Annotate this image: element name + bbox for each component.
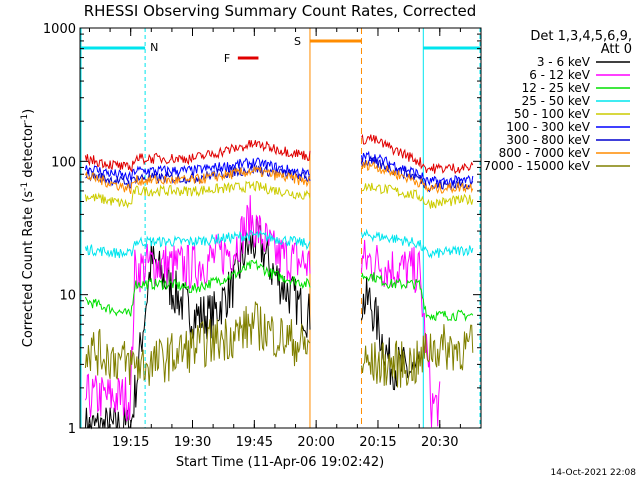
legend-label: 50 - 100 keV bbox=[514, 107, 591, 121]
series-line bbox=[361, 182, 474, 209]
x-axis-label: Start Time (11-Apr-06 19:02:42) bbox=[176, 455, 384, 470]
legend-label: 300 - 800 keV bbox=[506, 133, 590, 147]
series-line bbox=[361, 150, 474, 187]
legend-header-1: Det 1,3,4,5,6,9, bbox=[530, 29, 632, 44]
y-tick-label: 100 bbox=[51, 155, 76, 170]
y-tick-label: 10 bbox=[59, 289, 76, 304]
legend-label: 800 - 7000 keV bbox=[499, 146, 591, 160]
chart-title: RHESSI Observing Summary Count Rates, Co… bbox=[84, 2, 477, 20]
y-tick-label: 1 bbox=[68, 422, 76, 437]
y-axis-label-sup2: -1 bbox=[20, 114, 30, 123]
x-tick-label: 20:15 bbox=[359, 435, 396, 450]
series-line bbox=[361, 324, 474, 388]
series-line bbox=[361, 228, 474, 260]
y-axis-label-end: ) bbox=[21, 109, 36, 114]
series-line bbox=[84, 229, 311, 259]
y-axis-label-main: Corrected Count Rate (s bbox=[21, 191, 36, 348]
y-tick-label: 1000 bbox=[43, 22, 76, 37]
series-line bbox=[84, 180, 311, 209]
x-tick-label: 19:45 bbox=[236, 435, 273, 450]
legend-label: 100 - 300 keV bbox=[506, 120, 590, 134]
series-line bbox=[361, 277, 420, 391]
legend-label: 3 - 6 keV bbox=[537, 55, 591, 69]
flare-flag-label: F bbox=[224, 52, 230, 65]
night-flag-label: N bbox=[150, 41, 158, 54]
series-line bbox=[361, 239, 441, 428]
observing-flags: N S F bbox=[80, 28, 481, 428]
legend-label: 7000 - 15000 keV bbox=[483, 159, 590, 173]
y-axis-label-sup1: -1 bbox=[20, 182, 30, 191]
legend-header-2: Att 0 bbox=[601, 42, 632, 57]
plot-frame bbox=[79, 27, 482, 429]
series-line bbox=[361, 272, 474, 322]
series-line bbox=[84, 166, 311, 194]
series-line bbox=[361, 133, 474, 175]
x-tick-label: 20:30 bbox=[421, 435, 458, 450]
legend-label: 12 - 25 keV bbox=[522, 81, 591, 95]
x-axis: 19:15 19:30 19:45 20:00 20:15 20:30 bbox=[88, 28, 482, 450]
series-line bbox=[361, 160, 474, 194]
y-axis-label: Corrected Count Rate (s-1 detector-1) bbox=[20, 109, 36, 347]
x-tick-label: 19:15 bbox=[112, 435, 149, 450]
y-axis: 1 10 100 1000 bbox=[43, 22, 481, 437]
x-tick-label: 19:30 bbox=[174, 435, 211, 450]
footer-date: 14-Oct-2021 22:08 bbox=[551, 468, 637, 478]
series-line bbox=[361, 155, 474, 193]
saa-flag-label: S bbox=[294, 35, 301, 48]
series-line bbox=[84, 301, 311, 386]
y-axis-label-mid: detector bbox=[21, 122, 36, 182]
series-line bbox=[84, 195, 311, 422]
x-tick-label: 20:00 bbox=[297, 435, 334, 450]
series-line bbox=[84, 259, 311, 317]
series-line bbox=[84, 157, 311, 183]
legend-label: 25 - 50 keV bbox=[522, 94, 591, 108]
legend-label: 6 - 12 keV bbox=[529, 68, 591, 82]
series-line bbox=[84, 139, 311, 173]
series-group bbox=[84, 133, 474, 430]
